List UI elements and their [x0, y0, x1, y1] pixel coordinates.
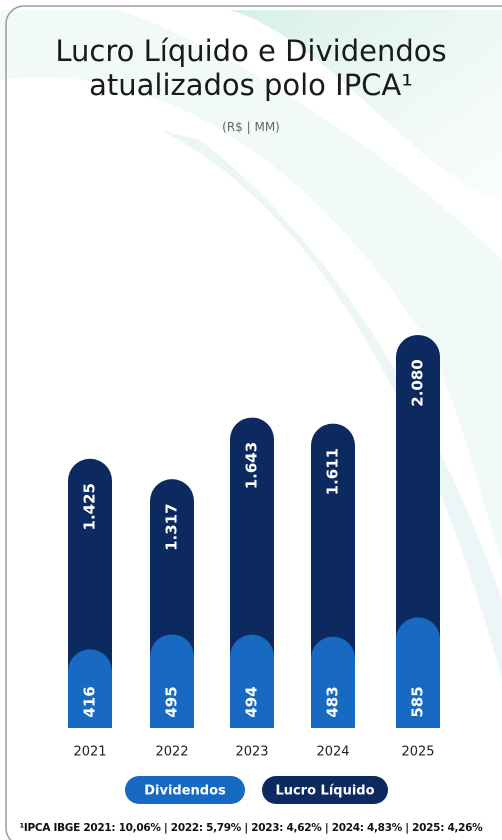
- bar: [230, 634, 274, 728]
- decoration: [230, 10, 502, 200]
- x-tick-label: 2023: [235, 745, 268, 760]
- data-label: 494: [243, 686, 261, 717]
- data-label: 2.080: [409, 359, 427, 406]
- data-label: 1.611: [324, 448, 342, 495]
- decoration: [0, 10, 502, 560]
- bar: [396, 617, 440, 728]
- bar: [150, 634, 194, 728]
- x-tick-label: 2021: [73, 745, 106, 760]
- legend-swatch: [262, 776, 388, 804]
- x-tick-label: 2025: [401, 745, 434, 760]
- bar: [311, 636, 355, 728]
- legend-label: Dividendos: [144, 784, 226, 799]
- x-tick-label: 2024: [316, 745, 349, 760]
- data-label: 483: [324, 686, 342, 717]
- data-label: 416: [81, 686, 99, 717]
- legend-label: Lucro Líquido: [275, 784, 374, 799]
- footnote: ¹IPCA IBGE 2021: 10,06% | 2022: 5,79% | …: [19, 822, 483, 834]
- bar: [68, 649, 112, 728]
- card-border: [5, 5, 502, 840]
- data-label: 1.425: [81, 483, 99, 530]
- x-tick-label: 2022: [155, 745, 188, 760]
- data-label: 1.317: [163, 503, 181, 550]
- chart-subtitle: (R$ | MM): [222, 120, 280, 134]
- legend-swatch: [125, 776, 245, 804]
- data-label: 495: [163, 686, 181, 717]
- data-label: 1.643: [243, 442, 261, 489]
- chart-title: Lucro Líquido e Dividendos atualizados p…: [55, 34, 447, 102]
- data-label: 585: [409, 686, 427, 717]
